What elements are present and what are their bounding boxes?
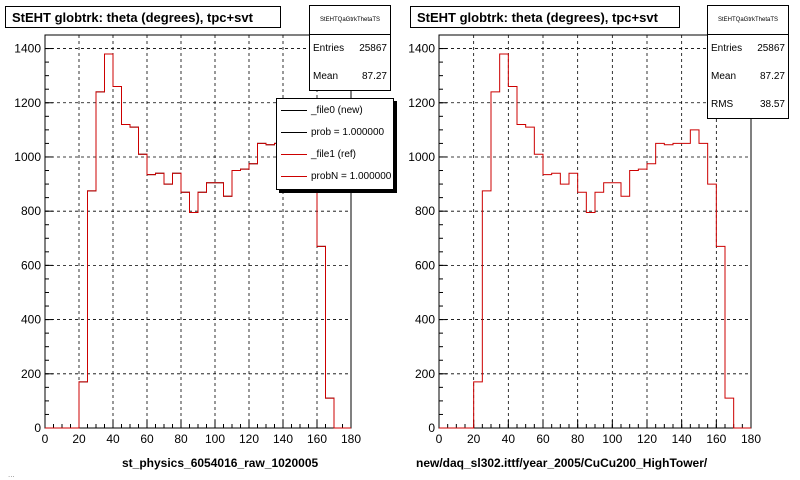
left-x-axis-label: st_physics_6054016_raw_1020005 [122,456,319,470]
x-tick-label: 40 [106,432,120,446]
entries-value: 25867 [359,43,387,54]
x-tick-label: 60 [536,432,550,446]
left-stats-name: StEHTQaGtrkThetaTS [310,6,390,35]
legend-label: probN = 1.000000 [311,170,392,182]
x-tick-label: 100 [602,432,622,446]
y-tick-label: 1400 [14,42,41,56]
y-tick-label: 1000 [14,150,41,164]
x-tick-label: 120 [239,432,259,446]
legend-label: _file1 (ref) [311,148,357,160]
legend-swatch [281,131,307,133]
x-tick-label: 180 [341,432,361,446]
left-histogram-panel: 0 20 40 60 80 100 120 140 160 180 0 200 400 600 800 100… [0,0,395,480]
rms-value: 38.57 [759,99,785,110]
left-chart-title: StEHT globtrk: theta (degrees), tpc+svt [5,6,281,28]
y-tick-label: 1000 [408,150,435,164]
y-tick-label: 800 [415,204,435,218]
y-tick-label: 200 [21,367,41,381]
x-tick-label: 80 [571,432,585,446]
rms-label: RMS [711,99,734,110]
x-tick-label: 20 [72,432,86,446]
corner-note: ... [8,470,15,479]
legend-swatch [281,153,307,155]
right-x-axis-label: new/daq_sl302.ittf/year_2005/CuCu200_Hig… [416,456,708,470]
legend-entry: prob = 1.000000 [277,121,393,143]
y-tick-label: 800 [21,204,41,218]
x-tick-label: 140 [672,432,692,446]
right-stats-box: StEHTQaGtrkThetaTS Entries 25867 Mean 87… [707,5,789,119]
mean-label: Mean [711,71,737,82]
right-histogram-plot: 0 20 40 60 80 100 120 140 160 180 0 200 400 600 800 100… [408,34,761,446]
legend-entry: _file0 (new) [277,99,393,121]
x-tick-label: 0 [42,432,49,446]
y-tick-label: 1200 [408,96,435,110]
right-stats-rms-row: RMS 38.57 [708,91,788,119]
legend-label: prob = 1.000000 [311,126,385,138]
y-tick-label: 1400 [408,42,435,56]
mean-value: 87.27 [361,71,387,82]
plot-frame [44,34,352,429]
y-tick-label: 400 [21,313,41,327]
x-tick-label: 0 [436,432,443,446]
left-stats-mean-row: Mean 87.27 [310,63,390,91]
right-stats-entries-row: Entries 25867 [708,35,788,63]
mean-label: Mean [313,71,339,82]
legend-label: _file0 (new) [311,104,363,116]
entries-label: Entries [313,43,345,54]
x-tick-label: 120 [637,432,657,446]
left-stats-entries-row: Entries 25867 [310,35,390,63]
right-stats-name: StEHTQaGtrkThetaTS [708,6,788,35]
entries-label: Entries [711,43,743,54]
y-tick-label: 600 [415,258,435,272]
y-tick-label: 400 [415,313,435,327]
x-tick-label: 40 [502,432,516,446]
right-chart-title: StEHT globtrk: theta (degrees), tpc+svt [410,6,680,28]
plot-frame [438,34,752,429]
y-tick-label: 200 [415,367,435,381]
x-tick-label: 160 [706,432,726,446]
y-tick-label: 1200 [14,96,41,110]
x-tick-label: 100 [205,432,225,446]
y-tick-label: 0 [34,421,41,435]
histogram-series-line [439,53,751,429]
legend-entry: probN = 1.000000 [277,165,393,187]
entries-value: 25867 [757,43,785,54]
x-tick-label: 80 [174,432,188,446]
y-tick-label: 0 [428,421,435,435]
x-tick-label: 160 [307,432,327,446]
x-tick-label: 20 [467,432,481,446]
x-tick-label: 140 [273,432,293,446]
x-tick-label: 60 [140,432,154,446]
legend-entry: _file1 (ref) [277,143,393,165]
mean-value: 87.27 [759,71,785,82]
y-tick-label: 600 [21,258,41,272]
right-histogram-panel: 0 20 40 60 80 100 120 140 160 180 0 200 400 600 800 100… [400,0,795,480]
x-tick-label: 180 [741,432,761,446]
right-stats-mean-row: Mean 87.27 [708,63,788,91]
left-legend: _file0 (new) prob = 1.000000 _file1 (ref… [276,98,394,190]
left-stats-box: StEHTQaGtrkThetaTS Entries 25867 Mean 87… [309,5,391,91]
legend-swatch [281,109,307,111]
legend-swatch [281,175,307,177]
